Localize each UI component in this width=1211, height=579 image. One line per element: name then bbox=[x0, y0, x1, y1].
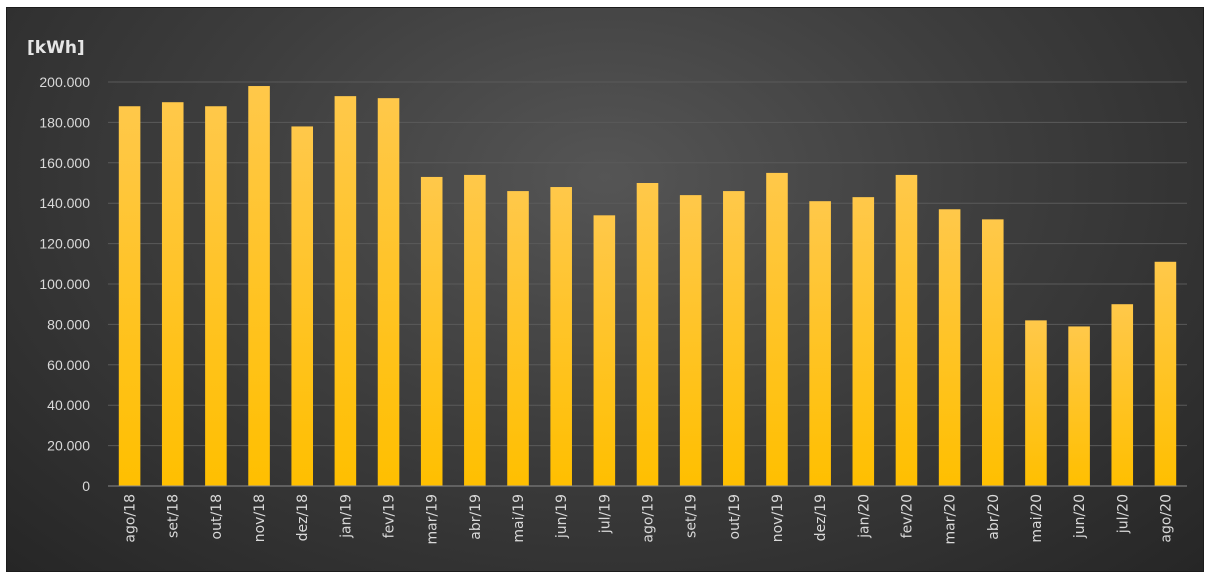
y-tick-label: 200.000 bbox=[39, 74, 90, 90]
x-tick-label: mar/19 bbox=[425, 494, 441, 545]
x-tick-label: out/18 bbox=[209, 494, 225, 539]
bar-nov-19 bbox=[766, 172, 788, 486]
x-tick-label: fev/20 bbox=[899, 494, 915, 538]
bar-abr-19 bbox=[464, 174, 486, 487]
bar-mar-19 bbox=[420, 176, 443, 486]
y-axis-unit-label: [kWh] bbox=[27, 38, 85, 58]
x-tick-label: jan/19 bbox=[338, 494, 354, 539]
bar-fev-19 bbox=[377, 98, 400, 486]
bar-ago-18 bbox=[118, 106, 141, 487]
x-tick-label: nov/18 bbox=[252, 494, 268, 542]
y-tick-label: 140.000 bbox=[39, 195, 90, 211]
y-tick-label: 100.000 bbox=[39, 276, 90, 292]
bar-jul-20 bbox=[1111, 304, 1134, 486]
x-tick-label: fev/19 bbox=[382, 494, 398, 538]
x-tick-label: abr/19 bbox=[468, 494, 484, 540]
x-tick-label: jan/20 bbox=[856, 494, 872, 539]
bar-set-19 bbox=[679, 195, 702, 486]
y-tick-label: 20.000 bbox=[47, 438, 90, 454]
x-axis-ticks: ago/18 set/18 out/18 nov/18 dez/18 jan/19 fev/… bbox=[123, 494, 1175, 545]
bar-dez-19 bbox=[809, 201, 831, 486]
y-tick-label: 160.000 bbox=[39, 155, 90, 171]
bar-out-19 bbox=[723, 191, 745, 486]
x-tick-label: dez/18 bbox=[295, 494, 311, 541]
bar-jan-19 bbox=[334, 96, 357, 486]
y-tick-label: 0 bbox=[82, 478, 90, 494]
x-tick-label: jul/20 bbox=[1115, 494, 1131, 534]
gridlines bbox=[108, 81, 1187, 447]
bar-mai-19 bbox=[507, 191, 529, 486]
bar-jun-19 bbox=[550, 187, 572, 487]
x-tick-label: out/19 bbox=[727, 494, 743, 539]
y-tick-label: 40.000 bbox=[47, 397, 90, 413]
x-tick-label: jul/19 bbox=[597, 494, 613, 534]
x-tick-label: set/18 bbox=[166, 494, 182, 538]
bar-mai-20 bbox=[1025, 320, 1047, 486]
bar-abr-20 bbox=[981, 219, 1004, 487]
bar-jan-20 bbox=[852, 197, 875, 486]
bar-mar-20 bbox=[938, 209, 961, 486]
x-tick-label: jun/19 bbox=[554, 494, 570, 539]
x-tick-label: nov/19 bbox=[770, 494, 786, 542]
x-tick-label: set/19 bbox=[684, 494, 700, 538]
y-tick-label: 80.000 bbox=[47, 316, 90, 332]
bar-ago-20 bbox=[1154, 261, 1177, 486]
bar-jul-19 bbox=[593, 215, 616, 486]
bar-set-18 bbox=[161, 102, 184, 486]
bar-jun-20 bbox=[1068, 326, 1090, 486]
x-tick-label: abr/20 bbox=[986, 494, 1002, 540]
bar-ago-19 bbox=[636, 183, 659, 486]
x-tick-label: dez/19 bbox=[813, 494, 829, 541]
y-axis-ticks: 0 20.000 40.000 60.000 80.000 100.000 120.000 1… bbox=[39, 74, 90, 494]
bar-dez-18 bbox=[291, 126, 314, 486]
y-tick-label: 60.000 bbox=[47, 357, 90, 373]
bar-out-18 bbox=[205, 106, 227, 487]
x-tick-label: jun/20 bbox=[1072, 494, 1088, 539]
x-tick-label: ago/20 bbox=[1158, 494, 1174, 543]
bar-fev-20 bbox=[895, 174, 918, 487]
x-tick-label: mar/20 bbox=[943, 494, 959, 545]
y-tick-label: 120.000 bbox=[39, 236, 90, 252]
bars bbox=[118, 86, 1177, 487]
x-tick-label: mai/20 bbox=[1029, 494, 1045, 543]
x-tick-label: ago/19 bbox=[641, 494, 657, 543]
y-tick-label: 180.000 bbox=[39, 114, 90, 130]
bar-nov-18 bbox=[248, 86, 270, 486]
x-tick-label: ago/18 bbox=[123, 494, 139, 543]
x-tick-label: mai/19 bbox=[511, 494, 527, 543]
